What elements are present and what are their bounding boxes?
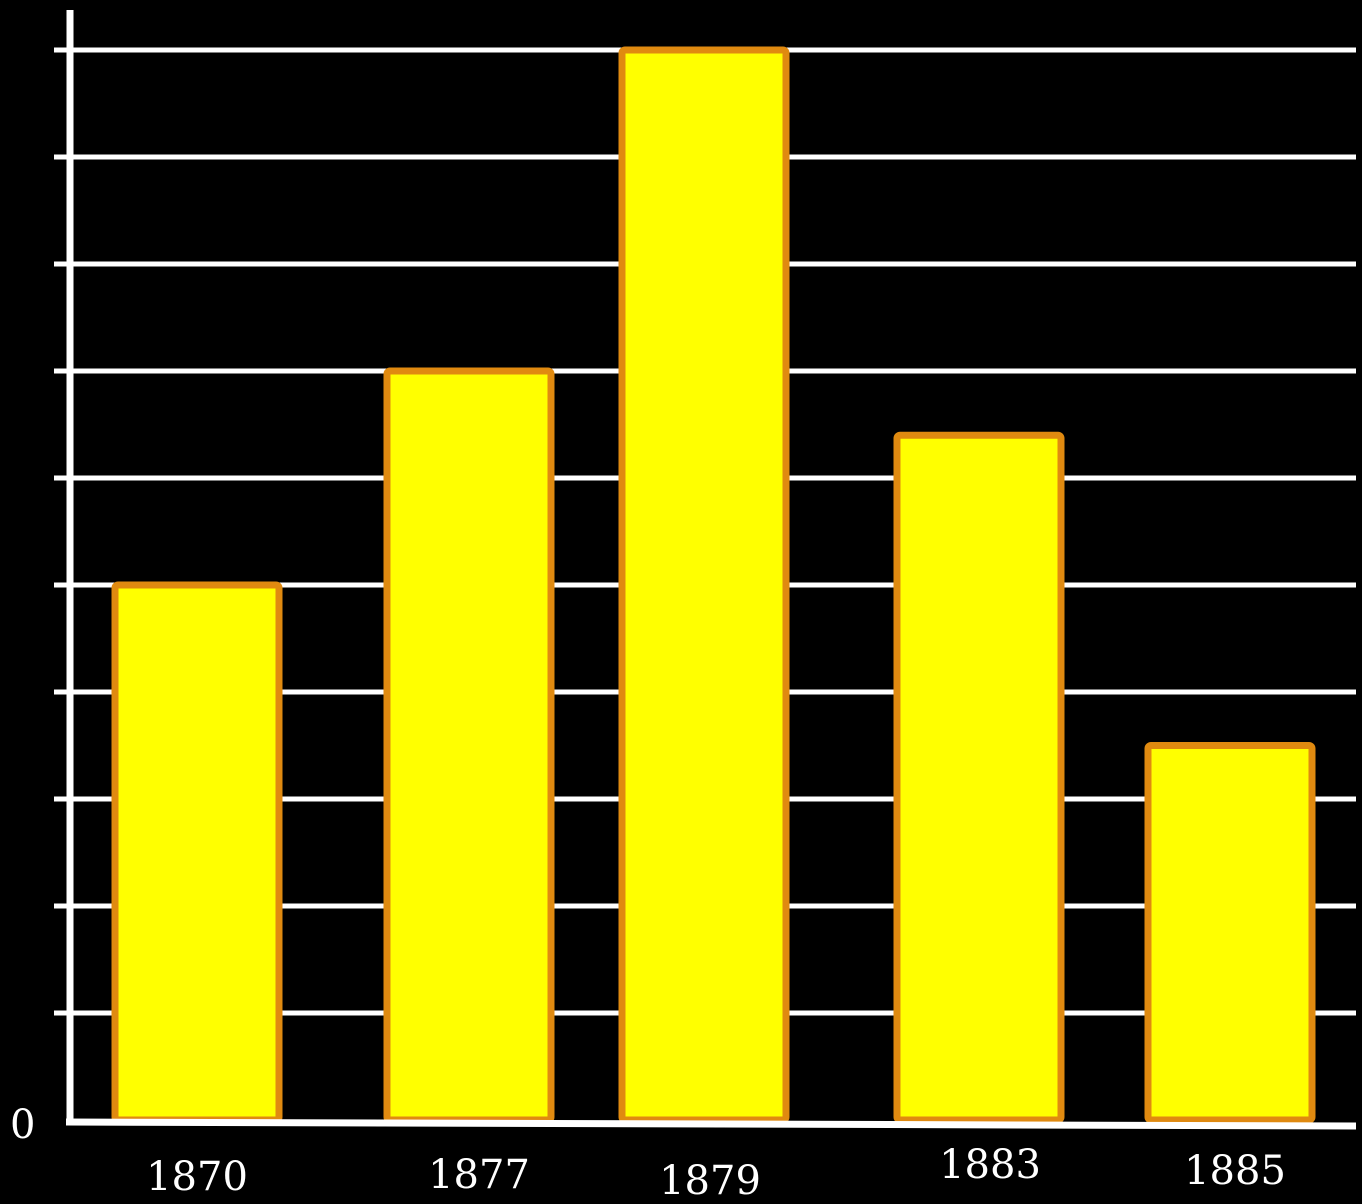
bar-1879 — [618, 46, 790, 1124]
x-tick-label-1877: 1877 — [428, 1152, 530, 1198]
bar-1877 — [383, 367, 555, 1124]
bar-1870 — [111, 581, 283, 1124]
x-axis-labels: 1870 1877 1879 1883 1885 — [146, 1142, 1286, 1204]
x-tick-label-1885: 1885 — [1184, 1148, 1286, 1194]
bar-1883 — [893, 431, 1065, 1124]
x-tick-label-1883: 1883 — [939, 1142, 1041, 1188]
bar-1885 — [1144, 742, 1316, 1124]
x-tick-label-1870: 1870 — [146, 1154, 248, 1200]
y-tick-label-0: 0 — [10, 1102, 35, 1148]
x-axis-line — [65, 1118, 1357, 1130]
x-tick-label-1879: 1879 — [659, 1158, 761, 1204]
